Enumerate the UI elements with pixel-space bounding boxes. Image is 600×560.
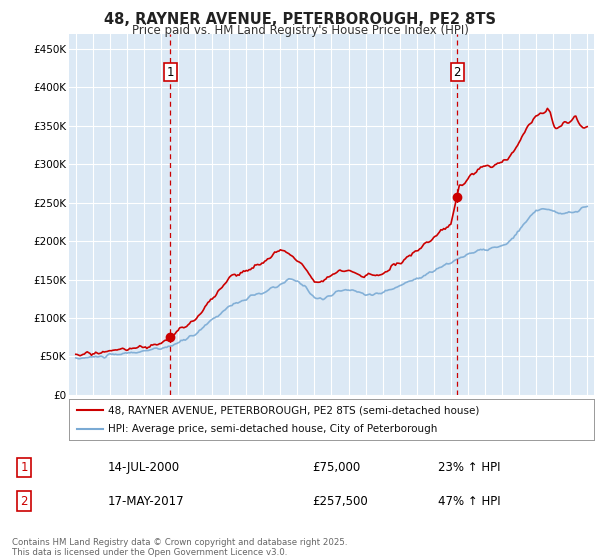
Text: Price paid vs. HM Land Registry's House Price Index (HPI): Price paid vs. HM Land Registry's House …: [131, 24, 469, 37]
Text: 48, RAYNER AVENUE, PETERBOROUGH, PE2 8TS: 48, RAYNER AVENUE, PETERBOROUGH, PE2 8TS: [104, 12, 496, 27]
Text: £257,500: £257,500: [312, 494, 368, 508]
Text: 48, RAYNER AVENUE, PETERBOROUGH, PE2 8TS (semi-detached house): 48, RAYNER AVENUE, PETERBOROUGH, PE2 8TS…: [109, 405, 480, 415]
Text: £75,000: £75,000: [312, 461, 360, 474]
Text: Contains HM Land Registry data © Crown copyright and database right 2025.
This d: Contains HM Land Registry data © Crown c…: [12, 538, 347, 557]
Text: 1: 1: [20, 461, 28, 474]
Text: 17-MAY-2017: 17-MAY-2017: [108, 494, 185, 508]
Text: 14-JUL-2000: 14-JUL-2000: [108, 461, 180, 474]
Text: 47% ↑ HPI: 47% ↑ HPI: [438, 494, 500, 508]
Text: 2: 2: [20, 494, 28, 508]
Text: 2: 2: [454, 66, 461, 78]
Text: HPI: Average price, semi-detached house, City of Peterborough: HPI: Average price, semi-detached house,…: [109, 424, 438, 433]
Text: 1: 1: [166, 66, 174, 78]
Text: 23% ↑ HPI: 23% ↑ HPI: [438, 461, 500, 474]
